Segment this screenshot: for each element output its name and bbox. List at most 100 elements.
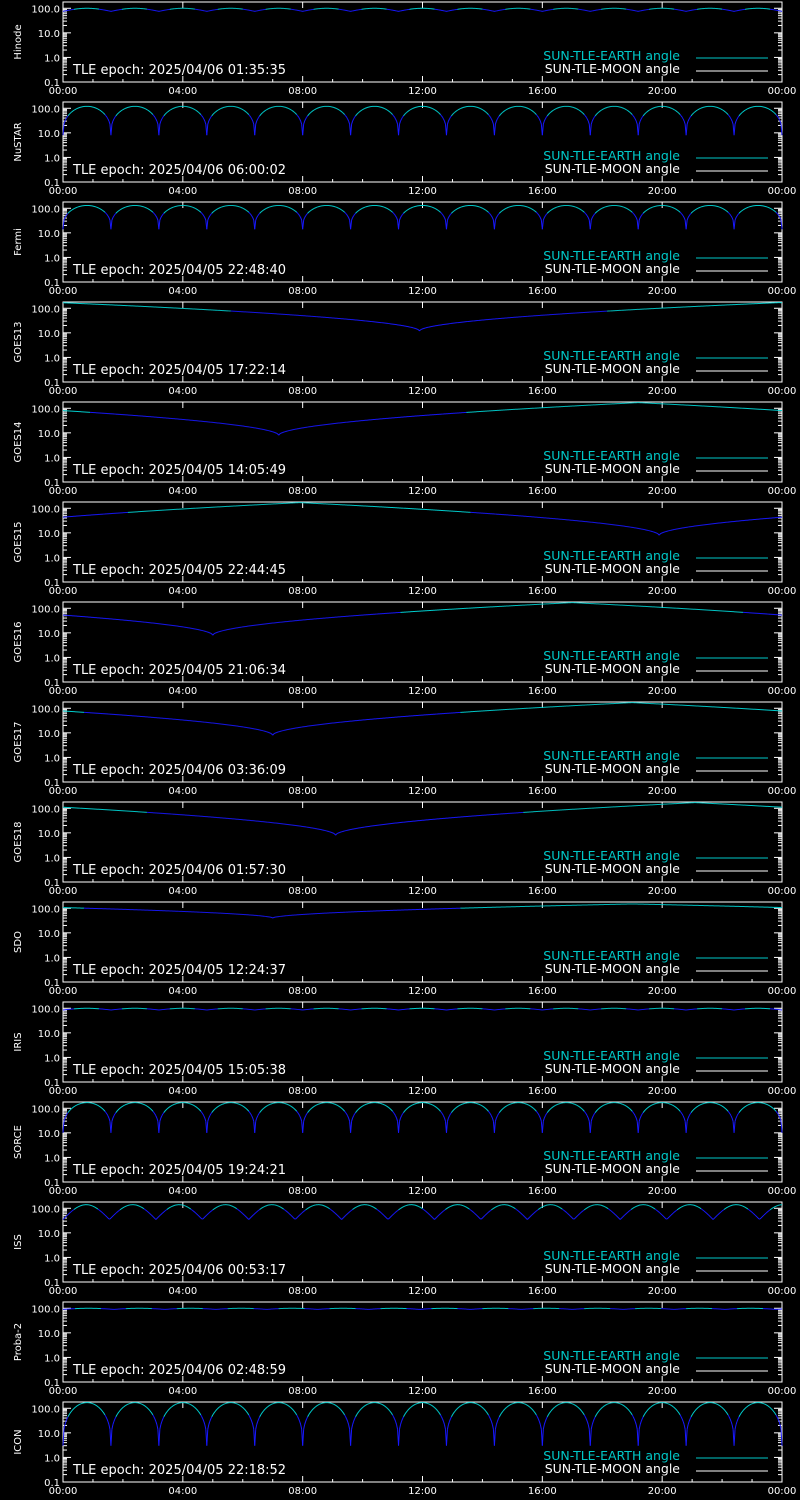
earth-angle-segment: [498, 212, 500, 215]
earth-angle-segment: [206, 220, 209, 230]
earth-angle-segment: [243, 109, 246, 112]
earth-angle-segment: [501, 112, 503, 114]
earth-angle-segment: [170, 108, 173, 111]
earth-angle-segment: [261, 210, 264, 212]
earth-angle-segment: [551, 208, 553, 211]
earth-angle-segment: [690, 211, 693, 214]
earth-angle-segment: [776, 212, 779, 215]
earth-angle-segment: [151, 113, 154, 115]
earth-angle-segment: [596, 112, 599, 114]
earth-angle-segment: [489, 116, 492, 120]
earth-angle-segment: [495, 118, 498, 122]
earth-angle-segment: [486, 112, 488, 114]
earth-angle-segment: [691, 211, 694, 213]
earth-angle-segment: [354, 212, 356, 215]
legend-label: SUN-TLE-EARTH angle: [543, 448, 680, 463]
earth-angle-segment: [435, 109, 437, 112]
earth-angle-segment: [637, 220, 640, 230]
earth-angle-segment: [145, 108, 148, 111]
tle-epoch-text: TLE epoch: 2025/04/05 14:05:49: [72, 463, 286, 478]
x-tick-label: 20:00: [648, 386, 677, 397]
earth-angle-segment: [532, 208, 534, 211]
earth-angle-segment: [780, 220, 783, 230]
earth-angle-segment: [627, 208, 630, 211]
earth-angle-segment: [681, 214, 684, 217]
earth-angle-segment: [679, 211, 682, 214]
x-tick-label: 12:00: [408, 386, 437, 397]
earth-angle-segment: [352, 215, 355, 218]
earth-angle-segment: [358, 111, 360, 113]
earth-angle-segment: [340, 110, 342, 113]
earth-angle-segment: [582, 211, 585, 213]
earth-angle-segment: [106, 214, 109, 217]
earth-angle-segment: [729, 116, 732, 120]
earth-angle-segment: [247, 211, 250, 213]
earth-angle-segment: [534, 210, 536, 212]
panel-nustar: 100.010.01.00.100:00 04:00 08:00 12:00 16:00…: [13, 101, 796, 197]
earth-angle-segment: [203, 215, 206, 218]
earth-angle-segment: [67, 114, 70, 117]
earth-angle-segment: [146, 109, 149, 111]
earth-angle-segment: [402, 115, 404, 118]
earth-angle-segment: [108, 120, 111, 125]
earth-angle-segment: [399, 120, 402, 125]
earth-angle-segment: [491, 120, 494, 125]
earth-angle-segment: [672, 108, 675, 111]
earth-angle-segment: [390, 210, 392, 212]
earth-angle-segment: [399, 217, 401, 221]
legend-label: SUN-TLE-MOON angle: [545, 261, 681, 276]
earth-angle-segment: [246, 112, 249, 114]
earth-angle-segment: [292, 208, 294, 211]
earth-angle-segment: [155, 118, 158, 122]
earth-angle-segment: [400, 118, 402, 122]
earth-angle-segment: [456, 208, 458, 210]
earth-angle-segment: [737, 212, 740, 215]
earth-angle-segment: [100, 110, 103, 113]
earth-angle-segment: [104, 211, 107, 214]
earth-angle-segment: [114, 115, 117, 118]
earth-angle-segment: [67, 211, 70, 214]
earth-angle-segment: [631, 114, 634, 117]
earth-angle-segment: [742, 110, 745, 113]
earth-angle-segment: [103, 113, 106, 115]
earth-angle-segment: [389, 111, 391, 113]
earth-angle-segment: [673, 207, 676, 210]
earth-angle-segment: [120, 208, 123, 210]
y-tick-label: 0.1: [44, 178, 60, 189]
earth-angle-segment: [536, 212, 539, 215]
earth-angle-segment: [310, 111, 312, 113]
earth-angle-segment: [639, 215, 642, 218]
earth-angle-segment: [263, 208, 265, 211]
earth-angle-segment: [347, 118, 350, 122]
earth-angle-segment: [683, 217, 686, 221]
earth-angle-segment: [541, 124, 544, 136]
earth-angle-segment: [629, 112, 632, 114]
earth-angle-segment: [483, 208, 485, 210]
earth-angle-segment: [112, 118, 115, 122]
earth-angle-segment: [154, 116, 157, 120]
panel-goes13: 100.010.01.00.100:00 04:00 08:00 12:00 16:00…: [13, 301, 796, 397]
earth-angle-segment: [118, 111, 121, 113]
earth-angle-segment: [264, 208, 266, 210]
earth-angle-segment: [293, 209, 295, 212]
earth-angle-segment: [245, 111, 248, 113]
earth-angle-segment: [306, 212, 309, 215]
earth-angle-segment: [263, 110, 266, 113]
earth-angle-segment: [72, 109, 75, 112]
earth-angle-segment: [578, 109, 581, 112]
earth-angle-segment: [639, 118, 642, 122]
x-tick-label: 20:00: [648, 286, 677, 297]
earth-angle-segment: [581, 210, 584, 212]
earth-angle-segment: [592, 116, 595, 120]
earth-angle-segment: [675, 110, 678, 113]
earth-angle-segment: [779, 120, 782, 125]
earth-angle-segment: [585, 116, 588, 120]
earth-angle-segment: [595, 211, 598, 213]
earth-angle-segment: [739, 113, 742, 115]
earth-angle-segment: [577, 108, 579, 111]
earth-angle-segment: [638, 120, 641, 125]
earth-angle-segment: [769, 207, 772, 210]
x-tick-label: 12:00: [408, 86, 437, 97]
earth-angle-segment: [258, 115, 261, 118]
